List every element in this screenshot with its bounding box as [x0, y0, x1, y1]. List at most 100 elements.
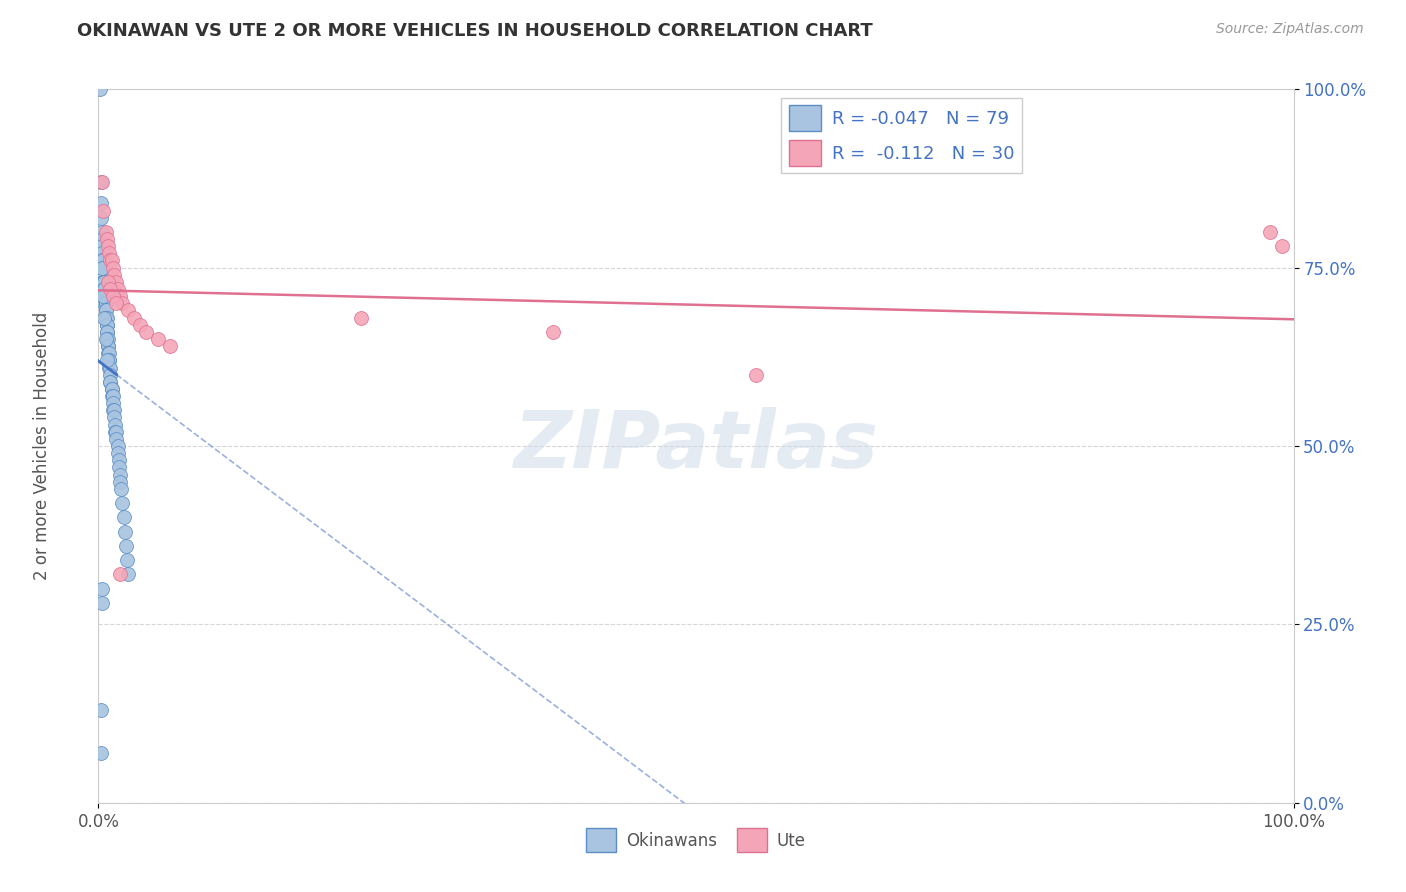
Point: [107, 282, 129, 296]
Point: [91, 260, 114, 275]
Point: [91, 596, 114, 610]
Point: [98, 246, 121, 260]
Point: [96, 232, 118, 246]
Point: [1258, 225, 1281, 239]
Point: [124, 310, 146, 325]
Point: [107, 446, 129, 460]
Point: [117, 303, 139, 318]
Point: [94, 296, 117, 310]
Point: [101, 289, 124, 303]
Point: [97, 346, 120, 360]
Point: [93, 289, 115, 303]
Point: [96, 325, 118, 339]
Text: OKINAWAN VS UTE 2 OR MORE VEHICLES IN HOUSEHOLD CORRELATION CHART: OKINAWAN VS UTE 2 OR MORE VEHICLES IN HO…: [77, 22, 873, 40]
Point: [91, 582, 114, 596]
Point: [115, 553, 138, 567]
Point: [96, 310, 118, 325]
Point: [107, 453, 129, 467]
Point: [90, 703, 112, 717]
Point: [90, 211, 112, 225]
Point: [93, 289, 115, 303]
Point: [100, 253, 122, 268]
Point: [745, 368, 768, 382]
Point: [91, 246, 114, 260]
Point: [98, 253, 122, 268]
Point: [117, 567, 139, 582]
Point: [97, 339, 120, 353]
Point: [96, 318, 118, 332]
Point: [93, 310, 115, 325]
Point: [105, 425, 128, 439]
Point: [100, 382, 122, 396]
Point: [114, 524, 136, 539]
Legend: Okinawans, Ute: Okinawans, Ute: [579, 822, 813, 859]
Point: [91, 289, 114, 303]
Point: [98, 360, 121, 375]
Point: [107, 439, 129, 453]
Point: [111, 296, 134, 310]
Point: [91, 275, 114, 289]
Point: [94, 310, 117, 325]
Point: [108, 567, 131, 582]
Point: [103, 268, 125, 282]
Point: [159, 339, 181, 353]
Text: Source: ZipAtlas.com: Source: ZipAtlas.com: [1216, 22, 1364, 37]
Point: [96, 353, 118, 368]
Point: [93, 296, 115, 310]
Point: [93, 282, 115, 296]
Point: [111, 496, 134, 510]
Point: [91, 175, 114, 189]
Point: [100, 389, 122, 403]
Point: [108, 289, 131, 303]
Point: [94, 225, 117, 239]
Point: [94, 310, 117, 325]
Point: [98, 346, 121, 360]
Point: [112, 510, 135, 524]
Point: [107, 460, 129, 475]
Point: [98, 375, 122, 389]
Point: [98, 360, 122, 375]
Point: [98, 368, 122, 382]
Point: [98, 282, 122, 296]
Point: [91, 239, 114, 253]
Point: [101, 260, 124, 275]
Point: [148, 332, 170, 346]
Point: [350, 310, 373, 325]
Point: [94, 303, 117, 318]
Point: [91, 260, 114, 275]
Point: [101, 396, 124, 410]
Point: [98, 375, 122, 389]
Point: [91, 268, 114, 282]
Point: [129, 318, 152, 332]
Point: [91, 275, 114, 289]
Point: [1271, 239, 1294, 253]
Point: [93, 282, 115, 296]
Point: [97, 275, 120, 289]
Point: [110, 482, 132, 496]
Point: [108, 467, 131, 482]
Text: ZIPatlas: ZIPatlas: [513, 407, 879, 485]
Point: [91, 260, 114, 275]
Point: [90, 746, 112, 760]
Point: [108, 475, 131, 489]
Point: [91, 232, 114, 246]
Point: [101, 403, 124, 417]
Point: [91, 253, 114, 268]
Point: [91, 253, 114, 268]
Point: [105, 432, 128, 446]
Point: [89, 82, 111, 96]
Point: [103, 410, 125, 425]
Point: [94, 303, 117, 318]
Point: [98, 353, 121, 368]
Point: [90, 196, 112, 211]
Point: [90, 175, 112, 189]
Point: [97, 239, 120, 253]
Point: [91, 203, 114, 218]
Point: [96, 332, 118, 346]
Point: [97, 332, 120, 346]
Text: 2 or more Vehicles in Household: 2 or more Vehicles in Household: [34, 312, 51, 580]
Point: [103, 403, 125, 417]
Point: [105, 275, 128, 289]
Point: [115, 539, 138, 553]
Point: [135, 325, 157, 339]
